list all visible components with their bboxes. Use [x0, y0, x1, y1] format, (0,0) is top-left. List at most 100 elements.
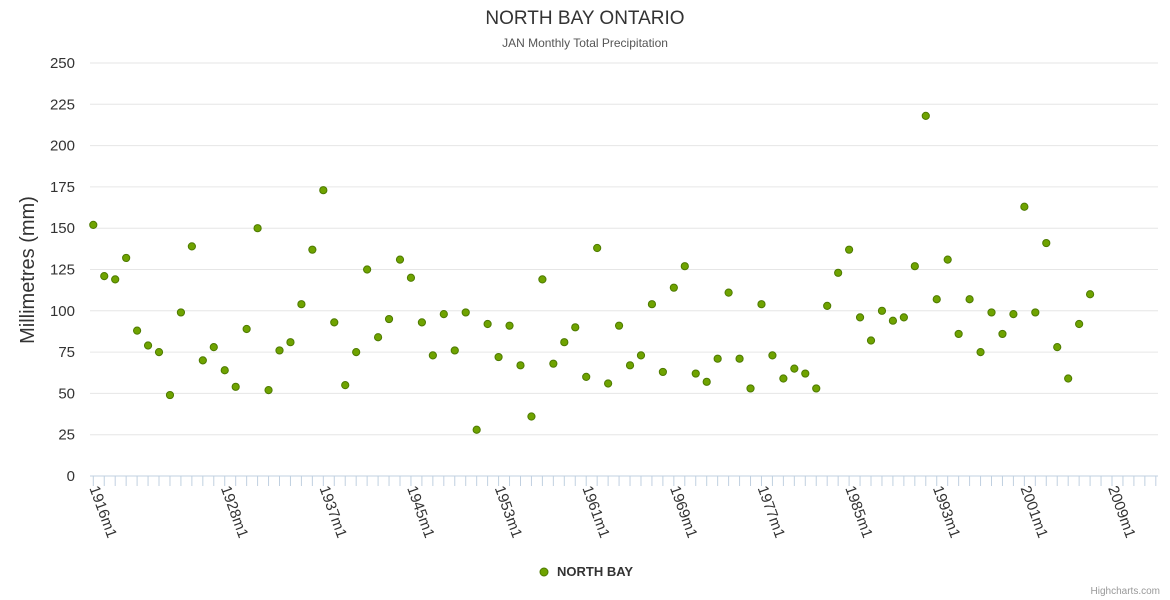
data-point[interactable]	[593, 243, 602, 253]
data-point[interactable]	[549, 359, 558, 368]
y-tick-label: 100	[50, 303, 75, 320]
data-point[interactable]	[472, 425, 481, 434]
data-point[interactable]	[1031, 308, 1040, 317]
data-point[interactable]	[286, 338, 295, 347]
data-point[interactable]	[297, 300, 306, 309]
data-point[interactable]	[505, 321, 514, 330]
data-point[interactable]	[1042, 238, 1051, 248]
data-point[interactable]	[636, 351, 646, 360]
data-point[interactable]	[954, 329, 963, 339]
data-point[interactable]	[395, 255, 405, 264]
x-tick-label: 1953m1	[491, 484, 526, 541]
data-point[interactable]	[932, 295, 941, 304]
data-point[interactable]	[812, 384, 821, 393]
data-point[interactable]	[242, 324, 251, 334]
data-point[interactable]	[264, 385, 273, 395]
data-point[interactable]	[275, 346, 284, 355]
data-point[interactable]	[746, 384, 755, 393]
data-point[interactable]	[198, 356, 207, 365]
credits-link[interactable]: Highcharts.com	[1091, 586, 1160, 597]
data-point[interactable]	[702, 377, 711, 386]
data-point[interactable]	[779, 374, 788, 383]
data-point[interactable]	[319, 186, 328, 195]
data-point[interactable]	[801, 369, 810, 378]
data-point[interactable]	[428, 351, 437, 360]
data-point[interactable]	[516, 361, 525, 370]
data-point[interactable]	[1053, 343, 1062, 352]
data-point[interactable]	[165, 390, 175, 400]
data-point[interactable]	[976, 348, 985, 357]
data-point[interactable]	[998, 329, 1007, 339]
data-point[interactable]	[450, 346, 459, 355]
data-point[interactable]	[352, 348, 361, 357]
data-point[interactable]	[1075, 319, 1084, 329]
data-point[interactable]	[943, 255, 952, 264]
data-point[interactable]	[1009, 310, 1018, 319]
data-point[interactable]	[253, 224, 262, 233]
data-point[interactable]	[176, 308, 186, 317]
data-point[interactable]	[658, 367, 667, 377]
data-point[interactable]	[823, 301, 832, 310]
data-point[interactable]	[921, 111, 930, 120]
data-point[interactable]	[187, 242, 196, 251]
data-point[interactable]	[614, 321, 624, 330]
data-point[interactable]	[100, 272, 109, 281]
data-point[interactable]	[341, 381, 350, 390]
data-point[interactable]	[1085, 290, 1095, 299]
data-point[interactable]	[133, 326, 142, 335]
data-point[interactable]	[713, 354, 722, 363]
data-point[interactable]	[111, 275, 120, 284]
chart-title: NORTH BAY ONTARIO	[485, 8, 684, 29]
data-point[interactable]	[845, 245, 854, 254]
data-point[interactable]	[987, 308, 996, 317]
data-point[interactable]	[154, 348, 164, 357]
data-point[interactable]	[888, 316, 898, 325]
legend-item-north-bay[interactable]: NORTH BAY	[557, 564, 633, 579]
data-point[interactable]	[560, 338, 569, 347]
data-point[interactable]	[735, 354, 744, 363]
data-point[interactable]	[220, 366, 229, 375]
data-point[interactable]	[899, 313, 908, 322]
data-point[interactable]	[373, 333, 383, 342]
data-point[interactable]	[855, 313, 865, 322]
data-point[interactable]	[691, 369, 700, 378]
data-point[interactable]	[724, 288, 733, 297]
data-point[interactable]	[877, 306, 887, 315]
data-point[interactable]	[483, 319, 492, 329]
data-point[interactable]	[209, 343, 218, 352]
data-point[interactable]	[910, 262, 919, 271]
data-point[interactable]	[384, 314, 394, 324]
y-tick-label: 175	[50, 179, 75, 196]
data-point[interactable]	[1064, 374, 1073, 383]
data-point[interactable]	[757, 300, 766, 309]
data-point[interactable]	[866, 336, 876, 345]
data-point[interactable]	[571, 323, 580, 332]
data-point[interactable]	[439, 310, 448, 319]
data-point[interactable]	[363, 265, 372, 274]
data-point[interactable]	[527, 412, 536, 421]
data-point[interactable]	[834, 268, 843, 277]
data-point[interactable]	[231, 382, 240, 391]
y-axis-title: Millimetres (mm)	[17, 196, 39, 344]
data-point[interactable]	[1020, 202, 1029, 211]
data-point[interactable]	[625, 361, 635, 370]
data-point[interactable]	[669, 283, 678, 292]
data-point[interactable]	[494, 352, 503, 362]
data-point[interactable]	[122, 253, 131, 263]
data-point[interactable]	[406, 273, 416, 282]
data-point[interactable]	[308, 245, 317, 254]
data-point[interactable]	[330, 318, 339, 327]
data-point[interactable]	[647, 300, 657, 309]
data-point[interactable]	[790, 364, 799, 373]
data-point[interactable]	[461, 308, 470, 317]
data-point[interactable]	[582, 372, 591, 381]
data-point[interactable]	[604, 379, 613, 388]
legend[interactable]: NORTH BAY	[539, 564, 633, 579]
data-point[interactable]	[89, 220, 98, 229]
data-point[interactable]	[538, 275, 547, 284]
data-point[interactable]	[768, 351, 777, 360]
data-point[interactable]	[417, 318, 427, 327]
data-point[interactable]	[680, 262, 689, 271]
data-point[interactable]	[965, 295, 974, 304]
data-point[interactable]	[143, 341, 153, 350]
